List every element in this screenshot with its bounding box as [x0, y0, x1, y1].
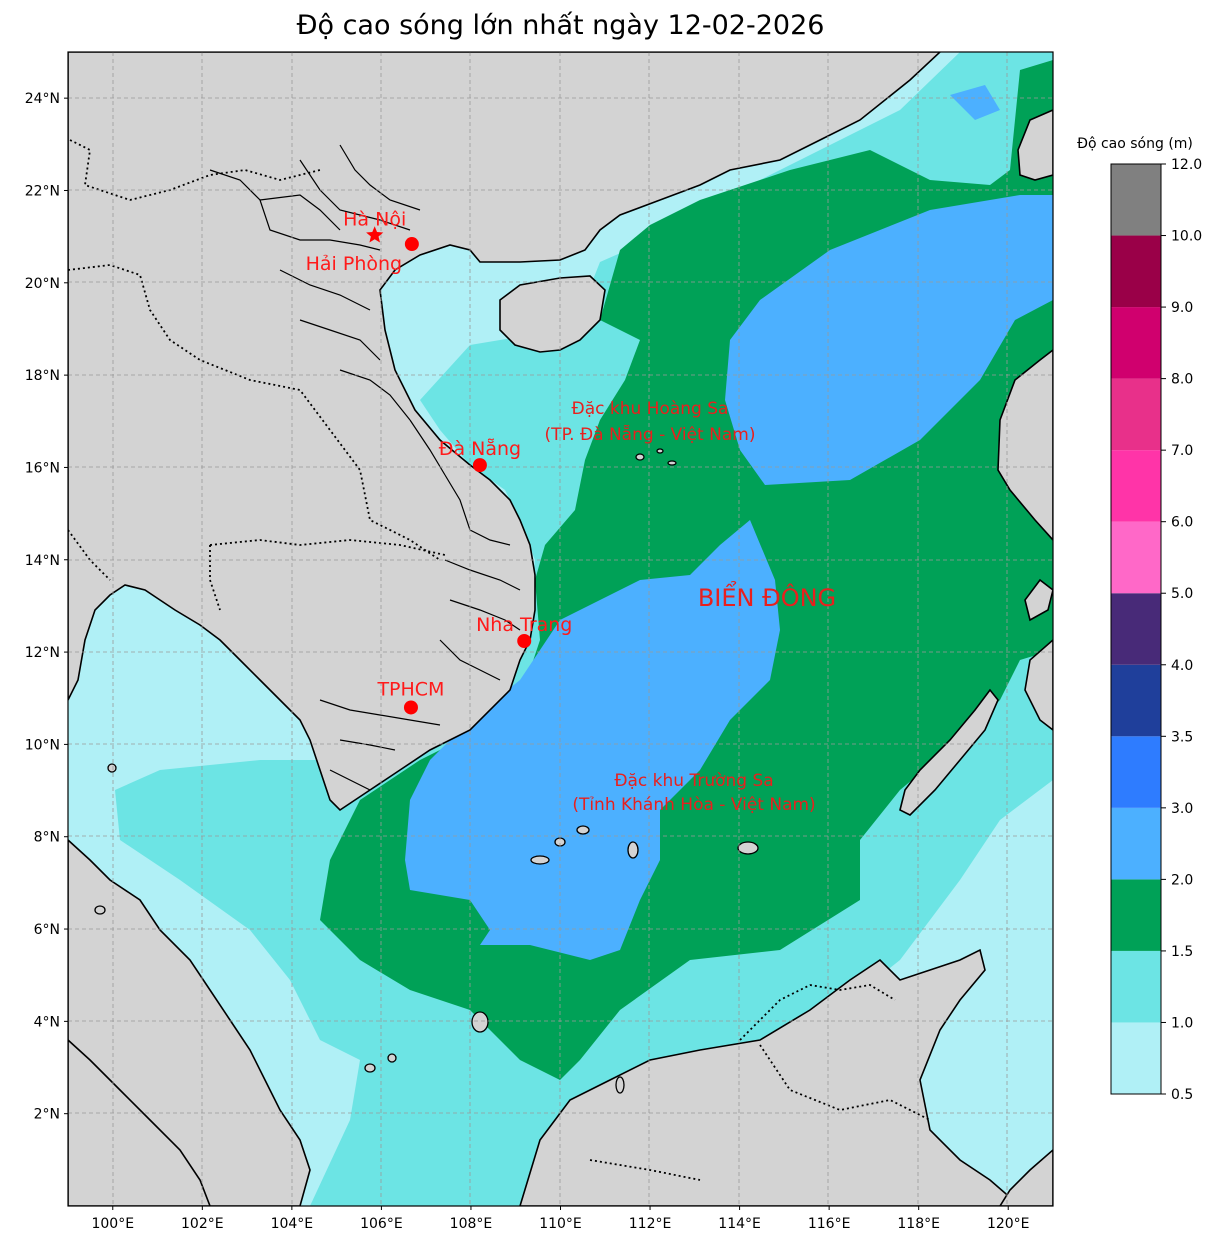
hoang-sa-label: Đặc khu Hoàng Sa	[572, 399, 729, 419]
x-axis-ticks: 100°E 102°E 104°E 106°E 108°E 110°E 112°E 114°E…	[91, 1206, 1030, 1232]
land-masses	[68, 52, 1053, 1206]
colorbar-bin	[1111, 593, 1161, 665]
city-label: Nha Trang	[476, 614, 572, 636]
colorbar-tick-label: 3.0	[1171, 801, 1193, 817]
wave-zone-2-3-north	[725, 195, 1053, 485]
x-tick-label: 116°E	[808, 1216, 851, 1232]
colorbar-tick-label: 0.5	[1171, 1087, 1193, 1103]
x-tick-label: 120°E	[987, 1216, 1030, 1232]
x-tick-label: 104°E	[271, 1216, 314, 1232]
colorbar-bin	[1111, 879, 1161, 951]
x-tick-label: 106°E	[360, 1216, 403, 1232]
map-canvas: Đặc khu Hoàng Sa (TP. Đà Nẵng - Việt Nam…	[68, 52, 1053, 1206]
y-tick-label: 18°N	[25, 368, 60, 384]
y-tick-label: 14°N	[25, 553, 60, 569]
x-tick-label: 100°E	[91, 1216, 134, 1232]
colorbar-tick-label: 8.0	[1171, 372, 1193, 388]
taiwan-island	[1017, 109, 1053, 181]
wave-zone-1-1p5-north	[910, 130, 990, 165]
city-label: Đà Nẵng	[439, 437, 521, 460]
y-axis-ticks: 24°N 22°N 20°N 18°N 16°N 14°N 12°N 10°N 8°N 6°N 4°…	[25, 91, 68, 1123]
colorbar-bin	[1111, 235, 1161, 308]
colorbar-tick-label: 4.0	[1171, 658, 1193, 674]
colorbar-tick-label: 1.0	[1171, 1015, 1193, 1031]
colorbar-tick-label: 5.0	[1171, 586, 1193, 602]
colorbar-bin	[1111, 736, 1161, 808]
colorbar: 0.5 1.0 1.5 2.0 3.0 3.5 4.0 5.0 6.0 7.0 8.0 9.0 10.0…	[1110, 157, 1202, 1103]
colorbar-bin	[1111, 807, 1161, 880]
y-tick-label: 2°N	[34, 1107, 60, 1123]
mindoro-island	[1024, 578, 1053, 622]
colorbar-tick-label: 3.5	[1171, 729, 1193, 745]
city-markers: Hà Nội Hải Phòng Đà Nẵng Nha Trang TPHCM	[306, 208, 572, 715]
x-tick-label: 114°E	[718, 1216, 761, 1232]
colorbar-tick-label: 9.0	[1171, 300, 1193, 316]
y-tick-label: 22°N	[25, 183, 60, 199]
y-tick-label: 16°N	[25, 460, 60, 476]
wave-zone-2-3-south	[405, 520, 780, 960]
colorbar-bin	[1111, 450, 1161, 522]
city-dot-marker	[472, 458, 487, 473]
palawan-island	[899, 688, 999, 816]
x-tick-label: 102°E	[181, 1216, 224, 1232]
colorbar-bin	[1111, 521, 1161, 594]
x-tick-label: 118°E	[897, 1216, 940, 1232]
y-tick-label: 10°N	[25, 737, 60, 753]
colorbar-title: Độ cao sóng (m)	[1077, 136, 1193, 152]
colorbar-tick-label: 1.5	[1171, 944, 1193, 960]
borneo-island	[519, 948, 1022, 1206]
x-tick-label: 112°E	[629, 1216, 672, 1232]
truong-sa-sublabel: (Tỉnh Khánh Hòa - Việt Nam)	[572, 795, 815, 815]
colorbar-tick-label: 10.0	[1171, 229, 1202, 245]
small-islands	[94, 448, 759, 1094]
city-label: TPHCM	[376, 678, 444, 700]
y-tick-label: 6°N	[34, 922, 60, 938]
colorbar-bin	[1111, 664, 1161, 737]
colorbar-tick-label: 7.0	[1171, 443, 1193, 459]
truong-sa-label: Đặc khu Trường Sa	[614, 771, 773, 791]
y-tick-label: 8°N	[34, 830, 60, 846]
sumatra-coast	[68, 1038, 211, 1206]
city-dot-marker	[403, 700, 418, 715]
map-title: Độ cao sóng lớn nhất ngày 12-02-2026	[296, 10, 825, 41]
y-tick-label: 20°N	[25, 276, 60, 292]
luzon-island	[997, 348, 1053, 542]
city-label: Hà Nội	[343, 208, 406, 230]
colorbar-tick-label: 2.0	[1171, 872, 1193, 888]
capital-star-marker	[366, 226, 384, 243]
colorbar-bin	[1111, 164, 1161, 236]
city-dot-marker	[404, 237, 419, 252]
gridlines	[68, 52, 1053, 1206]
hainan-island	[499, 275, 606, 353]
y-tick-label: 12°N	[25, 645, 60, 661]
y-tick-label: 4°N	[34, 1014, 60, 1030]
colorbar-tick-label: 12.0	[1171, 157, 1202, 173]
philippines-east	[1024, 638, 1053, 732]
colorbar-tick-label: 6.0	[1171, 515, 1193, 531]
x-tick-label: 108°E	[450, 1216, 493, 1232]
y-tick-label: 24°N	[25, 91, 60, 107]
city-dot-marker	[517, 634, 532, 649]
sea-name-label: BIỂN ĐÔNG	[698, 580, 836, 612]
hoang-sa-sublabel: (TP. Đà Nẵng - Việt Nam)	[545, 424, 756, 445]
city-label: Hải Phòng	[306, 253, 402, 275]
colorbar-bin	[1111, 378, 1161, 451]
colorbar-bin	[1111, 950, 1161, 1023]
mindanao-edge	[999, 1148, 1053, 1206]
x-tick-label: 110°E	[539, 1216, 582, 1232]
colorbar-bin	[1111, 1022, 1161, 1094]
colorbar-bin	[1111, 307, 1161, 379]
colorbar-frame	[1110, 163, 1162, 1095]
wave-zone-2-3-small	[950, 85, 1000, 120]
